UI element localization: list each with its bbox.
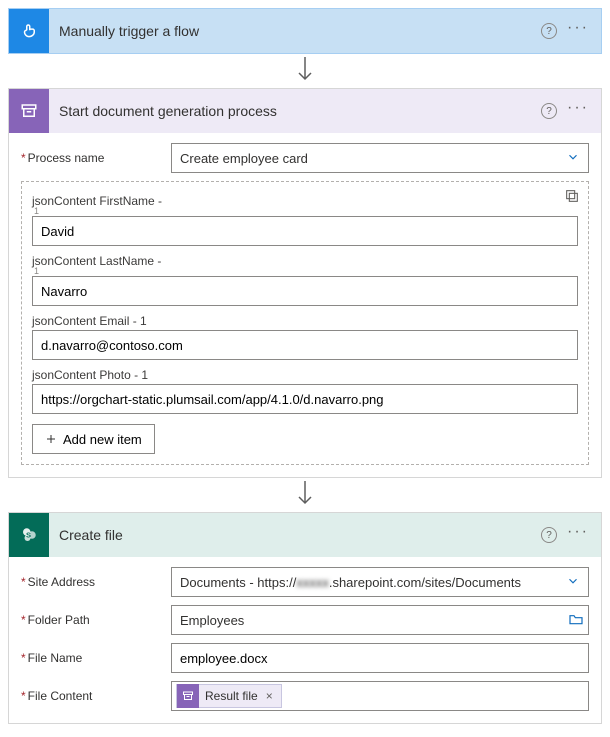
email-input[interactable] — [32, 330, 578, 360]
process-name-label: Process name — [21, 151, 171, 165]
process-name-value: Create employee card — [180, 151, 308, 166]
email-label: jsonContent Email - 1 — [32, 314, 578, 328]
chevron-down-icon — [566, 150, 580, 167]
num-indicator: 1 — [34, 208, 578, 214]
createfile-card: S Create file ? ··· Site Address Documen… — [8, 512, 602, 724]
help-icon[interactable]: ? — [541, 23, 557, 39]
token-remove-icon[interactable]: × — [264, 689, 275, 703]
archive-icon — [9, 89, 49, 133]
docgen-title: Start document generation process — [49, 103, 541, 119]
file-content-label: File Content — [21, 689, 171, 703]
help-icon[interactable]: ? — [541, 103, 557, 119]
more-icon[interactable]: ··· — [567, 20, 589, 42]
site-address-select[interactable]: Documents - https://xxxxx.sharepoint.com… — [171, 567, 589, 597]
trigger-card: Manually trigger a flow ? ··· — [8, 8, 602, 54]
site-address-value: Documents - https://xxxxx.sharepoint.com… — [180, 575, 521, 590]
folder-path-value: Employees — [180, 613, 244, 628]
folder-picker-icon[interactable] — [568, 611, 584, 630]
file-name-label: File Name — [21, 651, 171, 665]
createfile-header[interactable]: S Create file ? ··· — [9, 513, 601, 557]
file-content-input[interactable]: Result file × — [171, 681, 589, 711]
more-icon[interactable]: ··· — [567, 100, 589, 122]
more-icon[interactable]: ··· — [567, 524, 589, 546]
photo-label: jsonContent Photo - 1 — [32, 368, 578, 382]
trigger-title: Manually trigger a flow — [49, 23, 541, 39]
file-name-input[interactable] — [171, 643, 589, 673]
firstname-input[interactable] — [32, 216, 578, 246]
add-new-item-label: Add new item — [63, 432, 142, 447]
photo-input[interactable] — [32, 384, 578, 414]
result-file-token[interactable]: Result file × — [176, 684, 282, 708]
lastname-input[interactable] — [32, 276, 578, 306]
touch-icon — [9, 9, 49, 53]
archive-icon — [177, 684, 199, 708]
firstname-label: jsonContent FirstName - — [32, 194, 578, 208]
folder-path-input[interactable]: Employees — [171, 605, 589, 635]
process-name-select[interactable]: Create employee card — [171, 143, 589, 173]
site-address-label: Site Address — [21, 575, 171, 589]
num-indicator: 1 — [34, 268, 578, 274]
chevron-down-icon — [566, 574, 580, 591]
json-fields-panel: jsonContent FirstName - 1 jsonContent La… — [21, 181, 589, 465]
sharepoint-icon: S — [9, 513, 49, 557]
connector-arrow — [8, 54, 602, 88]
add-new-item-button[interactable]: Add new item — [32, 424, 155, 454]
token-label: Result file — [205, 689, 258, 703]
copy-icon[interactable] — [564, 188, 580, 207]
connector-arrow — [8, 478, 602, 512]
docgen-card: Start document generation process ? ··· … — [8, 88, 602, 478]
trigger-header[interactable]: Manually trigger a flow ? ··· — [9, 9, 601, 53]
help-icon[interactable]: ? — [541, 527, 557, 543]
lastname-label: jsonContent LastName - — [32, 254, 578, 268]
folder-path-label: Folder Path — [21, 613, 171, 627]
svg-text:S: S — [26, 530, 31, 539]
createfile-title: Create file — [49, 527, 541, 543]
docgen-header[interactable]: Start document generation process ? ··· — [9, 89, 601, 133]
